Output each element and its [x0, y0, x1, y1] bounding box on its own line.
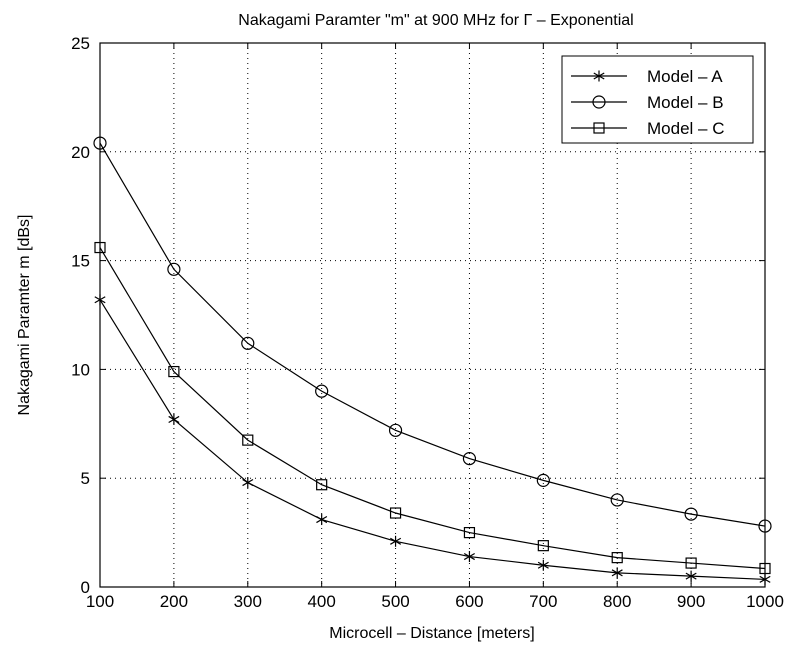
marker-square — [593, 122, 605, 134]
marker-circle — [241, 336, 255, 350]
legend-label: Model – C — [647, 119, 724, 138]
marker-circle — [462, 452, 477, 466]
y-tick-label: 15 — [71, 252, 90, 271]
asterisk-stroke — [537, 561, 549, 569]
series-layer — [93, 136, 772, 585]
x-tick-label: 900 — [677, 592, 705, 611]
plot-area — [99, 42, 766, 588]
legend-entry-model-c: Model – C — [571, 119, 724, 138]
marker-circle — [388, 423, 403, 437]
marker-asterisk — [168, 413, 180, 425]
legend-label: Model – B — [647, 93, 724, 112]
axis-ticks: 100 200 300 400 500 600 700 800 900 1000 0 5 10 15 20 2… — [71, 34, 784, 611]
marker-square — [242, 434, 254, 446]
asterisk-stroke — [463, 552, 475, 561]
asterisk-stroke — [593, 72, 605, 80]
y-tick-label: 0 — [81, 578, 90, 597]
marker-square — [94, 241, 106, 254]
x-tick-label: 400 — [307, 592, 335, 611]
asterisk-stroke — [611, 569, 623, 577]
marker-circle — [93, 136, 107, 150]
marker-square — [389, 507, 402, 519]
x-tick-label: 700 — [529, 592, 557, 611]
marker-square — [316, 479, 328, 491]
marker-circle — [592, 95, 606, 109]
legend-label: Model – A — [647, 67, 723, 86]
marker-square — [759, 562, 771, 575]
marker-square — [611, 552, 623, 564]
x-tick-label: 1000 — [746, 592, 784, 611]
series-line — [99, 142, 766, 527]
y-tick-label: 20 — [71, 143, 90, 162]
marker-square — [168, 365, 180, 378]
marker-circle — [758, 519, 772, 533]
series-line — [99, 299, 766, 580]
marker-circle — [315, 384, 329, 398]
legend: Model – A Model – B Model – C — [561, 55, 754, 144]
marker-asterisk — [685, 570, 697, 582]
marker-asterisk — [463, 551, 475, 563]
asterisk-stroke — [685, 572, 697, 580]
legend-entry-model-b: Model – B — [571, 93, 724, 112]
x-axis-title: Microcell – Distance [meters] — [329, 625, 534, 642]
series-model-c — [94, 241, 771, 575]
series-model-b — [93, 136, 772, 533]
series-line — [99, 247, 766, 570]
y-tick-label: 5 — [81, 469, 90, 488]
x-tick-label: 200 — [160, 592, 188, 611]
legend-entry-model-a: Model – A — [571, 67, 723, 86]
chart-title: Nakagami Paramter "m" at 900 MHz for Γ –… — [238, 12, 633, 29]
series-model-a — [94, 294, 771, 585]
asterisk-stroke — [390, 537, 402, 545]
marker-asterisk — [537, 559, 549, 571]
x-tick-label: 300 — [234, 592, 262, 611]
marker-circle — [610, 493, 624, 507]
asterisk-stroke — [242, 479, 254, 487]
marker-asterisk — [316, 514, 328, 526]
marker-asterisk — [94, 294, 106, 306]
marker-circle — [536, 473, 550, 487]
y-tick-label: 25 — [71, 34, 90, 53]
marker-circle — [167, 262, 181, 276]
y-tick-label: 10 — [71, 360, 90, 379]
marker-square — [537, 540, 549, 552]
y-axis-title: Nakagami Paramter m [dBs] — [16, 215, 33, 416]
marker-asterisk — [593, 70, 605, 82]
marker-asterisk — [611, 567, 623, 579]
x-tick-label: 600 — [455, 592, 483, 611]
marker-asterisk — [759, 573, 771, 585]
asterisk-stroke — [94, 296, 106, 304]
marker-asterisk — [390, 535, 402, 547]
asterisk-stroke — [759, 575, 771, 583]
marker-square — [463, 526, 476, 539]
x-tick-label: 800 — [603, 592, 631, 611]
x-tick-label: 100 — [86, 592, 114, 611]
marker-circle — [684, 507, 698, 521]
x-tick-label: 500 — [381, 592, 409, 611]
marker-square — [685, 557, 697, 569]
marker-asterisk — [242, 477, 254, 489]
asterisk-stroke — [168, 415, 180, 423]
asterisk-stroke — [316, 515, 328, 524]
